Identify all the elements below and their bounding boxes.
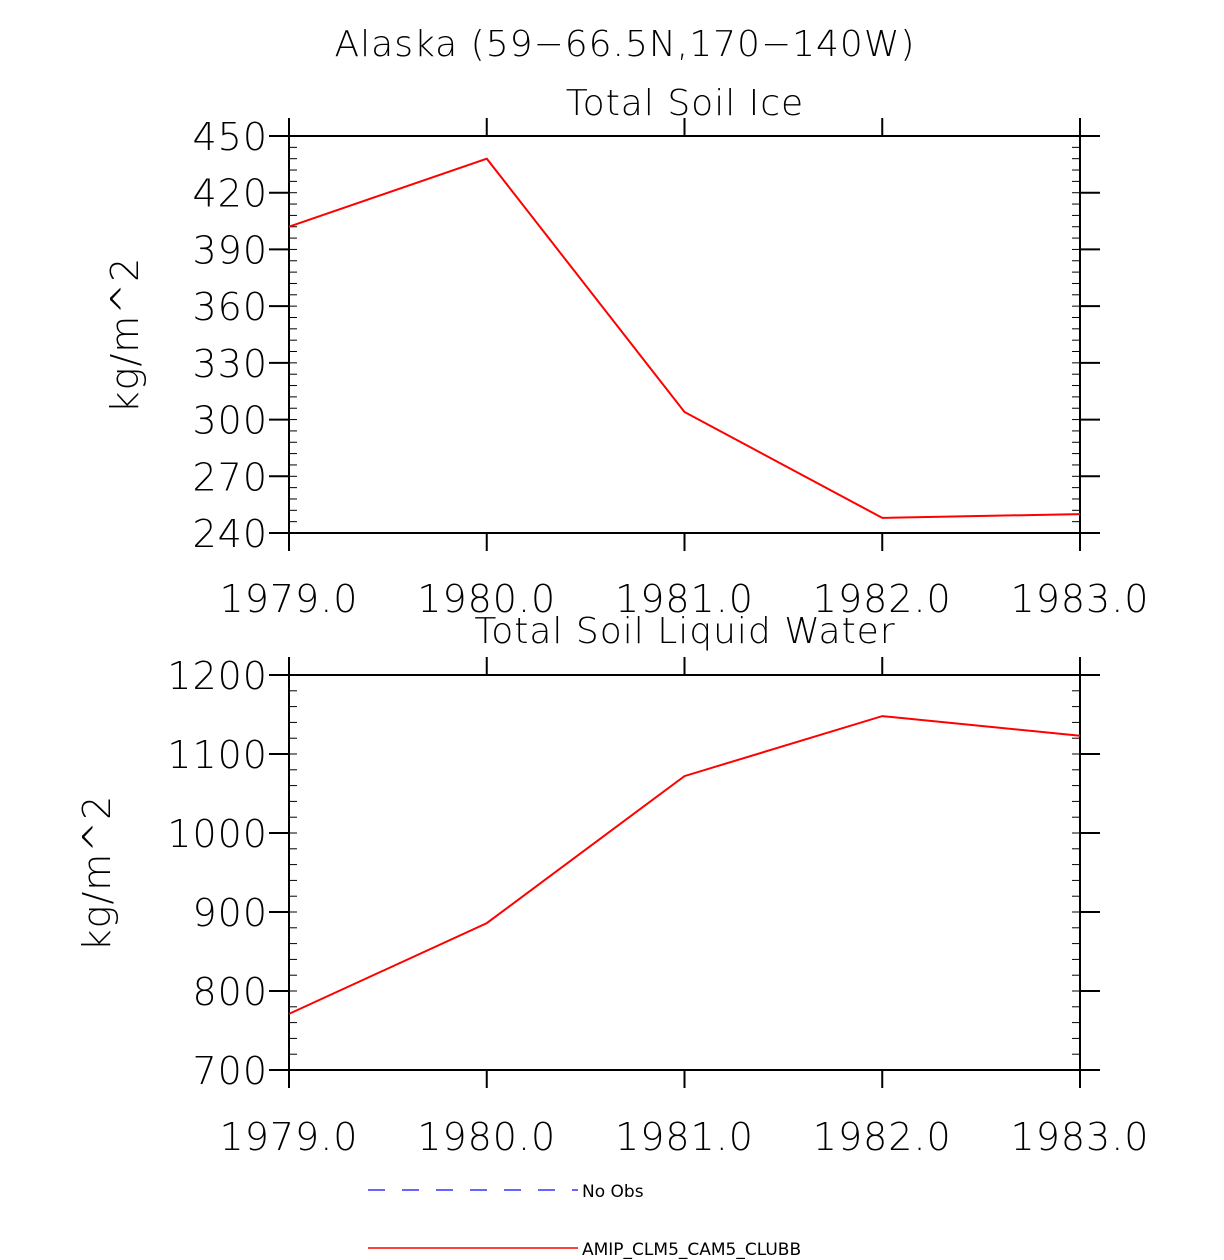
soil-liquid-water-x-tick-label: 1983.0 — [1011, 1115, 1150, 1159]
soil-liquid-water-x-tick-label: 1981.0 — [615, 1115, 754, 1159]
soil-ice-y-tick-label: 360 — [192, 285, 268, 329]
soil-liquid-water-series-line — [288, 715, 1081, 1015]
soil-liquid-water-x-tick-label: 1980.0 — [417, 1115, 556, 1159]
soil-ice-y-tick-label: 240 — [192, 512, 268, 556]
soil-ice-title: Total Soil Ice — [566, 83, 804, 124]
soil-ice-ylabel: kg/m^2 — [103, 257, 147, 414]
legend: No Obs AMIP_CLM5_CAM5_CLUBB — [368, 1182, 801, 1260]
soil-ice-y-tick-label: 270 — [192, 455, 268, 499]
legend-label-no-obs: No Obs — [582, 1182, 644, 1202]
soil-ice-x-tick-label: 1981.0 — [615, 577, 754, 621]
soil-ice-x-tick-label: 1983.0 — [1011, 577, 1150, 621]
soil-ice-y-tick-label: 390 — [192, 228, 268, 272]
soil-liquid-water-ylabel: kg/m^2 — [75, 795, 119, 952]
soil-liquid-water-y-tick-label: 1200 — [167, 654, 268, 698]
soil-liquid-water-y-tick-label: 800 — [192, 970, 268, 1014]
soil-liquid-water-title: Total Soil Liquid Water — [474, 611, 895, 652]
soil-liquid-water-y-tick-label: 1000 — [167, 812, 268, 856]
soil-ice-x-tick-label: 1980.0 — [417, 577, 556, 621]
soil-liquid-water-y-tick-label: 900 — [192, 891, 268, 935]
soil-liquid-water-panel: Total Soil Liquid Water kg/m^2 700 800 900… — [75, 611, 1150, 1159]
soil-liquid-water-x-tick-label: 1979.0 — [220, 1115, 359, 1159]
soil-liquid-water-plot-frame — [288, 674, 1081, 1071]
soil-ice-plot-frame — [288, 135, 1081, 534]
soil-liquid-water-y-tick-label: 1100 — [167, 733, 268, 777]
soil-ice-y-tick-label: 330 — [192, 342, 268, 386]
soil-ice-y-tick-label: 450 — [192, 115, 268, 159]
soil-ice-y-tick-label: 300 — [192, 399, 268, 443]
soil-ice-panel: Total Soil Ice kg/m^2 240 270 300 330 360 390… — [103, 83, 1150, 621]
soil-ice-y-tick-label: 420 — [192, 172, 268, 216]
figure-title: Alaska (59−66.5N,170−140W) — [335, 24, 916, 65]
soil-liquid-water-x-tick-label: 1982.0 — [813, 1115, 952, 1159]
soil-liquid-water-y-tick-label: 700 — [192, 1049, 268, 1093]
legend-label-amip: AMIP_CLM5_CAM5_CLUBB — [582, 1240, 801, 1260]
soil-ice-series-line — [288, 157, 1081, 519]
soil-ice-x-tick-label: 1982.0 — [813, 577, 952, 621]
soil-ice-x-tick-label: 1979.0 — [220, 577, 359, 621]
